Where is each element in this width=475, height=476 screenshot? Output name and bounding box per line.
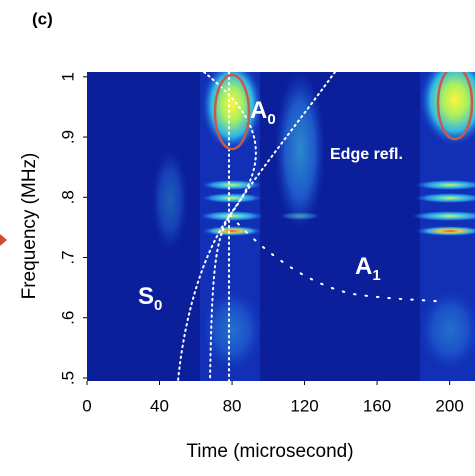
y-tick-label: .5: [58, 371, 77, 385]
x-tick-label: 0: [82, 396, 91, 415]
annotation-text: A: [250, 97, 267, 124]
annotation: A1: [355, 253, 381, 284]
y-tick-label: .9: [58, 130, 77, 144]
annotation-subscript: 0: [154, 297, 162, 314]
y-tick-label: .6: [58, 311, 77, 325]
y-tick-label: .8: [58, 190, 77, 204]
heatmap: [87, 72, 475, 381]
x-tick-label: 200: [435, 396, 463, 415]
x-tick-label: 160: [363, 396, 391, 415]
x-tick-label: 40: [150, 396, 169, 415]
annotation: A0: [250, 97, 276, 128]
annotation: S0: [138, 283, 162, 314]
arrow: [0, 234, 7, 246]
y-axis-label: Frequency (MHz): [19, 153, 40, 300]
annotation-text: S: [138, 283, 154, 310]
annotation-subscript: 0: [267, 111, 275, 128]
annotation-text: Edge refl.: [330, 146, 403, 163]
x-axis-label: Time (microsecond): [186, 441, 353, 462]
x-tick-label: 80: [223, 396, 242, 415]
panel-label: (c): [32, 9, 53, 28]
y-tick-label: .7: [58, 250, 77, 264]
annotation-subscript: 1: [372, 267, 380, 284]
annotation-text: A: [355, 253, 372, 280]
y-tick-label: 1: [58, 72, 77, 81]
x-tick-label: 120: [290, 396, 318, 415]
annotation: Edge refl.: [330, 146, 403, 163]
